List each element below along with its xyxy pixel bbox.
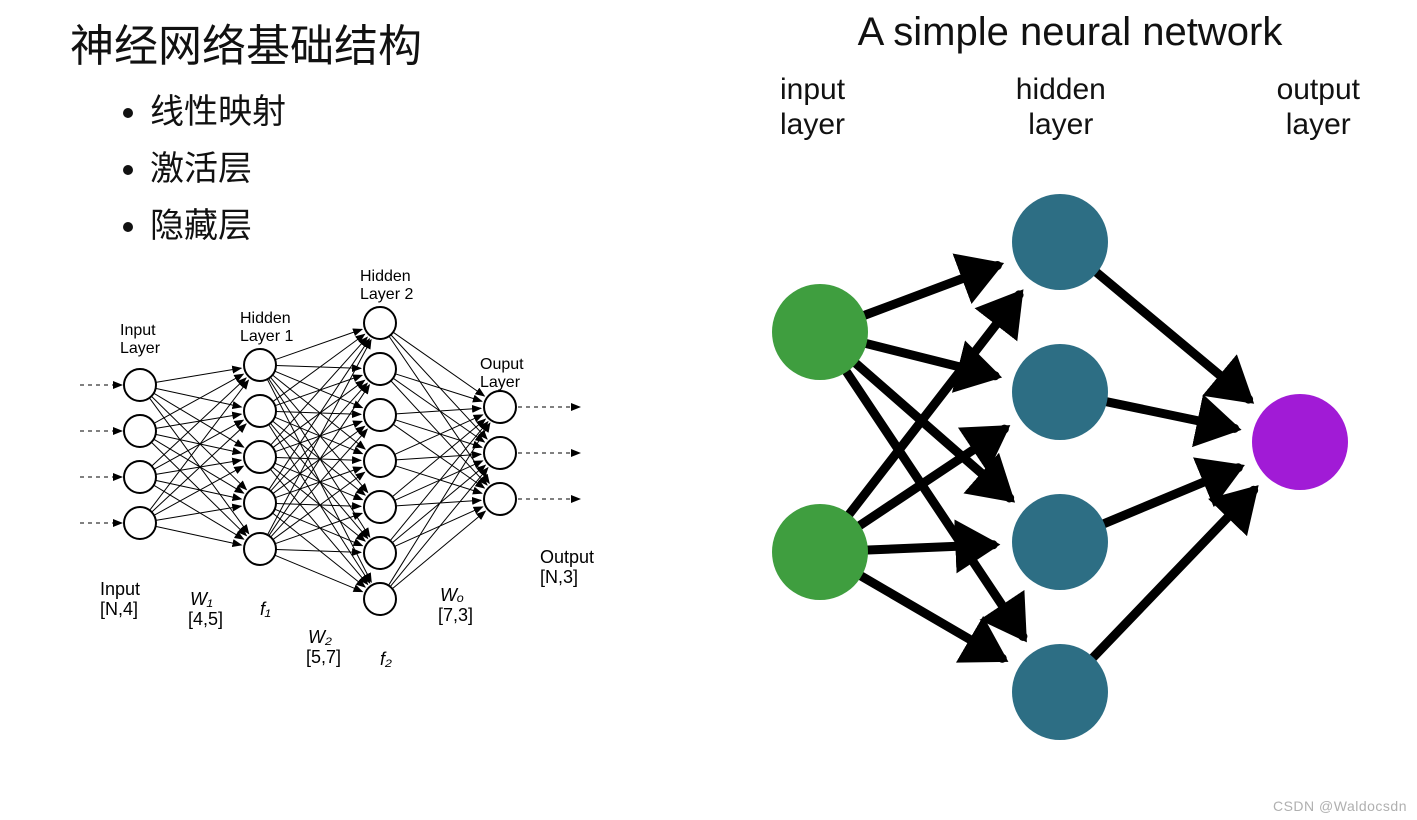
svg-text:Input: Input: [100, 579, 140, 599]
svg-text:Input: Input: [120, 322, 156, 339]
svg-text:[5,7]: [5,7]: [306, 647, 341, 667]
svg-text:[N,4]: [N,4]: [100, 599, 138, 619]
svg-text:Layer: Layer: [120, 340, 161, 357]
label-input-layer: inputlayer: [780, 73, 845, 142]
label-hidden-layer: hiddenlayer: [1016, 73, 1106, 142]
svg-text:Layer 1: Layer 1: [240, 328, 293, 345]
svg-text:[N,3]: [N,3]: [540, 567, 578, 587]
svg-text:Layer 2: Layer 2: [360, 286, 413, 303]
svg-text:Layer: Layer: [480, 374, 521, 391]
svg-text:[7,3]: [7,3]: [438, 605, 473, 625]
cn-title: 神经网络基础结构: [70, 10, 700, 74]
layer-labels-row: inputlayer hiddenlayer outputlayer: [780, 73, 1360, 142]
svg-text:Ouput: Ouput: [480, 356, 524, 373]
svg-text:Wₒ: Wₒ: [440, 585, 464, 605]
left-network-diagram: InputLayerHiddenLayer 1HiddenLayer 2Oupu…: [60, 265, 640, 685]
svg-text:f₂: f₂: [380, 649, 392, 669]
en-title: A simple neural network: [740, 10, 1400, 55]
right-panel: A simple neural network inputlayer hidde…: [740, 10, 1400, 757]
bullet-hidden: 隐藏层: [150, 198, 700, 247]
svg-text:W₁: W₁: [190, 589, 213, 609]
svg-text:f₁: f₁: [260, 599, 271, 619]
cn-bullets: 线性映射 激活层 隐藏层: [150, 84, 700, 247]
svg-text:[4,5]: [4,5]: [188, 609, 223, 629]
svg-text:Hidden: Hidden: [360, 268, 411, 285]
bullet-activation: 激活层: [150, 141, 700, 190]
svg-text:Output: Output: [540, 547, 594, 567]
svg-text:W₂: W₂: [308, 627, 332, 647]
svg-text:Hidden: Hidden: [240, 310, 291, 327]
left-panel: 神经网络基础结构 线性映射 激活层 隐藏层 InputLayerHiddenLa…: [60, 10, 700, 690]
right-network-diagram: [740, 152, 1380, 752]
bullet-linear-map: 线性映射: [150, 84, 700, 133]
watermark: CSDN @Waldocsdn: [1273, 798, 1407, 814]
label-output-layer: outputlayer: [1277, 73, 1360, 142]
